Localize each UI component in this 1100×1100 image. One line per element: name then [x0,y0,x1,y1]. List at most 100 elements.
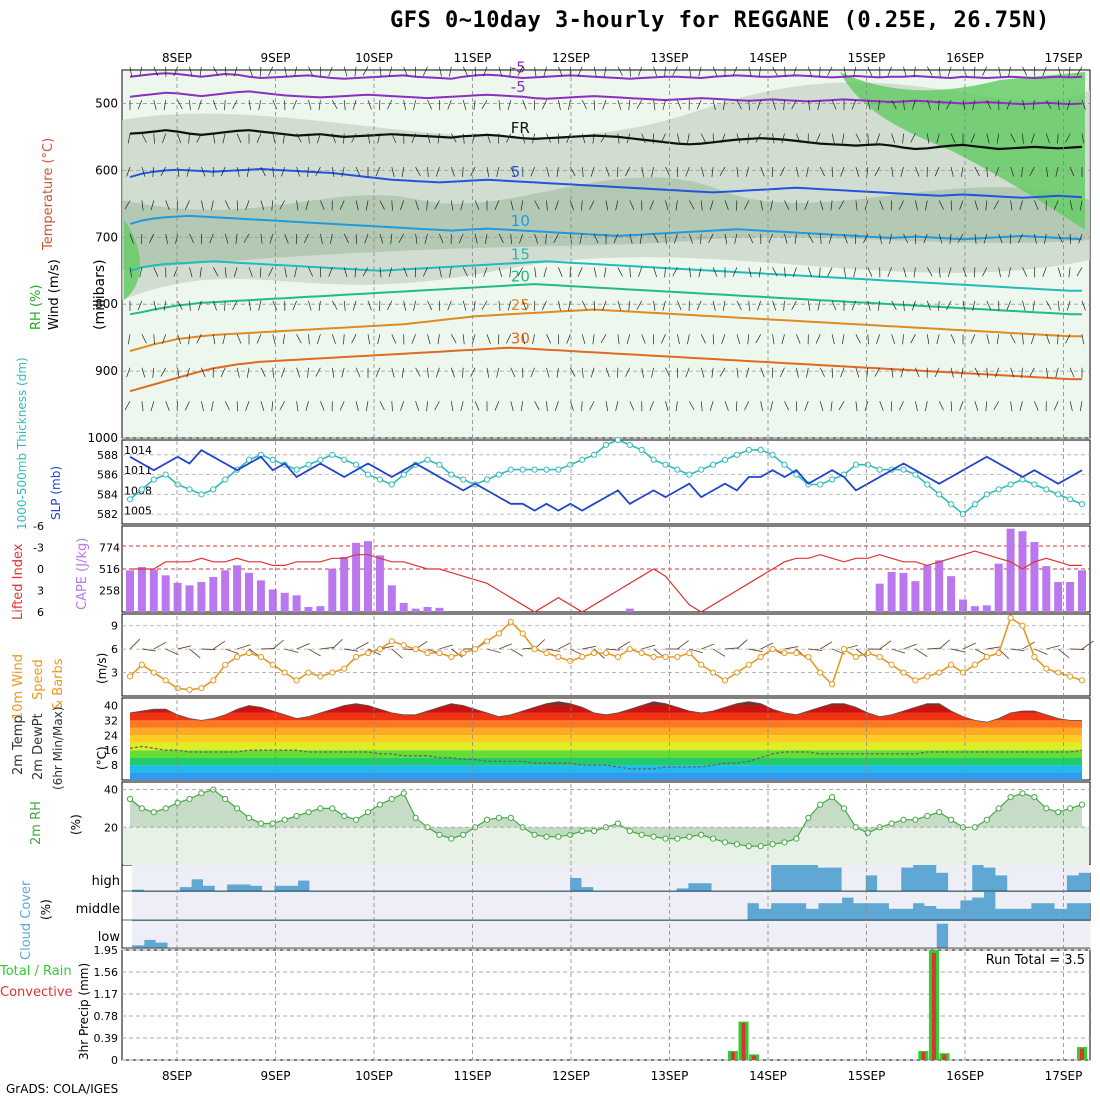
wind-barb [1069,401,1073,412]
wind-barb [303,233,309,244]
cape-bar [185,585,194,612]
ylabel-6hr: (6hr Min/Max) [51,707,65,791]
wind-barb [1008,267,1011,278]
wind10-speed-line-point [936,669,943,676]
wind-barb [235,233,238,244]
wind-barb [331,300,338,310]
ylabel-convective: Convective [0,985,73,1000]
rh-point [591,827,598,835]
wind-barb [986,367,988,378]
wind-barb [498,133,500,144]
wind10-barb [891,648,906,654]
wind-barb [1076,66,1083,76]
cloud-gap-high [333,865,346,891]
cape-bar [197,582,206,612]
rh-point [983,816,990,823]
cloud-gap-high [273,865,287,886]
wind-barb [677,133,680,144]
wind-barb [712,133,714,144]
wind-barb [460,200,464,211]
wind-barb [736,133,741,144]
cloud-gap-high [569,865,582,878]
wind-barb [874,166,881,176]
wind-barb [732,66,738,77]
wind-barb [986,100,992,110]
wind-barb [867,100,871,110]
panel-tick-label: 584 [97,488,118,501]
wind-barb [462,267,468,277]
wind-barb [449,66,452,77]
wind-barb [351,334,357,344]
cape-bar [161,575,170,612]
wind-barb [985,401,988,412]
wind-barb [974,166,980,177]
thickness-line-point [1067,496,1074,503]
wind-barb [592,334,595,345]
ylabel-wind: Wind (m/s) [47,259,62,330]
wind-barb [246,367,250,378]
wind-barb [558,66,563,77]
wind-barb [1008,66,1011,77]
panel-frame-pr [121,949,1091,1061]
cloud-gap-middle [664,892,677,920]
temp-tick-label: 8 [111,759,118,772]
wind10-speed-line-point [269,661,276,668]
wind-barb [1057,267,1062,278]
thickness-line-point [971,501,979,508]
wind-barb [391,401,393,412]
cloud-gap-low [132,921,145,946]
wind-barb [212,66,219,76]
wind-barb [510,401,514,412]
thickness-line-point [341,456,348,463]
wind-barb [986,300,992,311]
thickness-line-point [400,471,407,478]
wind10-barb [308,648,321,657]
wind-barb [638,66,643,77]
wind-barb [1010,200,1013,211]
cape-bar [959,599,967,612]
wind-barb [687,334,690,345]
wind-barb [986,334,990,345]
cloud-gap-middle [179,892,192,920]
cloud-gap-middle [238,892,251,920]
wind-barb [236,200,238,211]
wind-barb [296,166,301,177]
wind-barb [641,367,644,378]
wind-barb [709,401,714,411]
wind-barb [201,367,206,378]
wind-barb [248,300,252,311]
wind10-barb [689,648,703,654]
wind-barb [256,334,262,344]
wind-barb [258,300,262,311]
wind-barb [415,166,421,177]
wind-barb [245,401,250,411]
cloud-gap-middle [1042,892,1056,904]
rh-point [436,831,443,838]
wind10-speed-line-point [507,618,514,625]
wind-barb [960,367,964,378]
cloud-gap-middle [143,892,157,920]
wind-barb [546,200,548,211]
wind-barb [296,334,302,344]
wind-barb [189,100,191,111]
temp-tick-label: 40 [104,699,118,712]
wind-barb [903,233,909,244]
wind-barb [245,200,250,211]
wind-barb [510,166,516,177]
wind-barb [486,166,490,177]
wind-barb [139,66,143,77]
cape-bar [316,606,325,612]
wind-barb [520,401,524,412]
wind-barb [1069,200,1073,211]
wind-barb [387,300,393,311]
wind-barb [653,100,656,111]
wind-barb [748,233,754,244]
wind-barb [403,100,406,111]
wind-barb [474,267,476,278]
wind-barb [486,367,490,378]
wind-barb [957,233,964,243]
rh-shade-moist-left [124,220,140,300]
cape-bar [982,605,991,612]
cloud-gap-high [238,865,251,885]
wind-barb [127,133,131,144]
